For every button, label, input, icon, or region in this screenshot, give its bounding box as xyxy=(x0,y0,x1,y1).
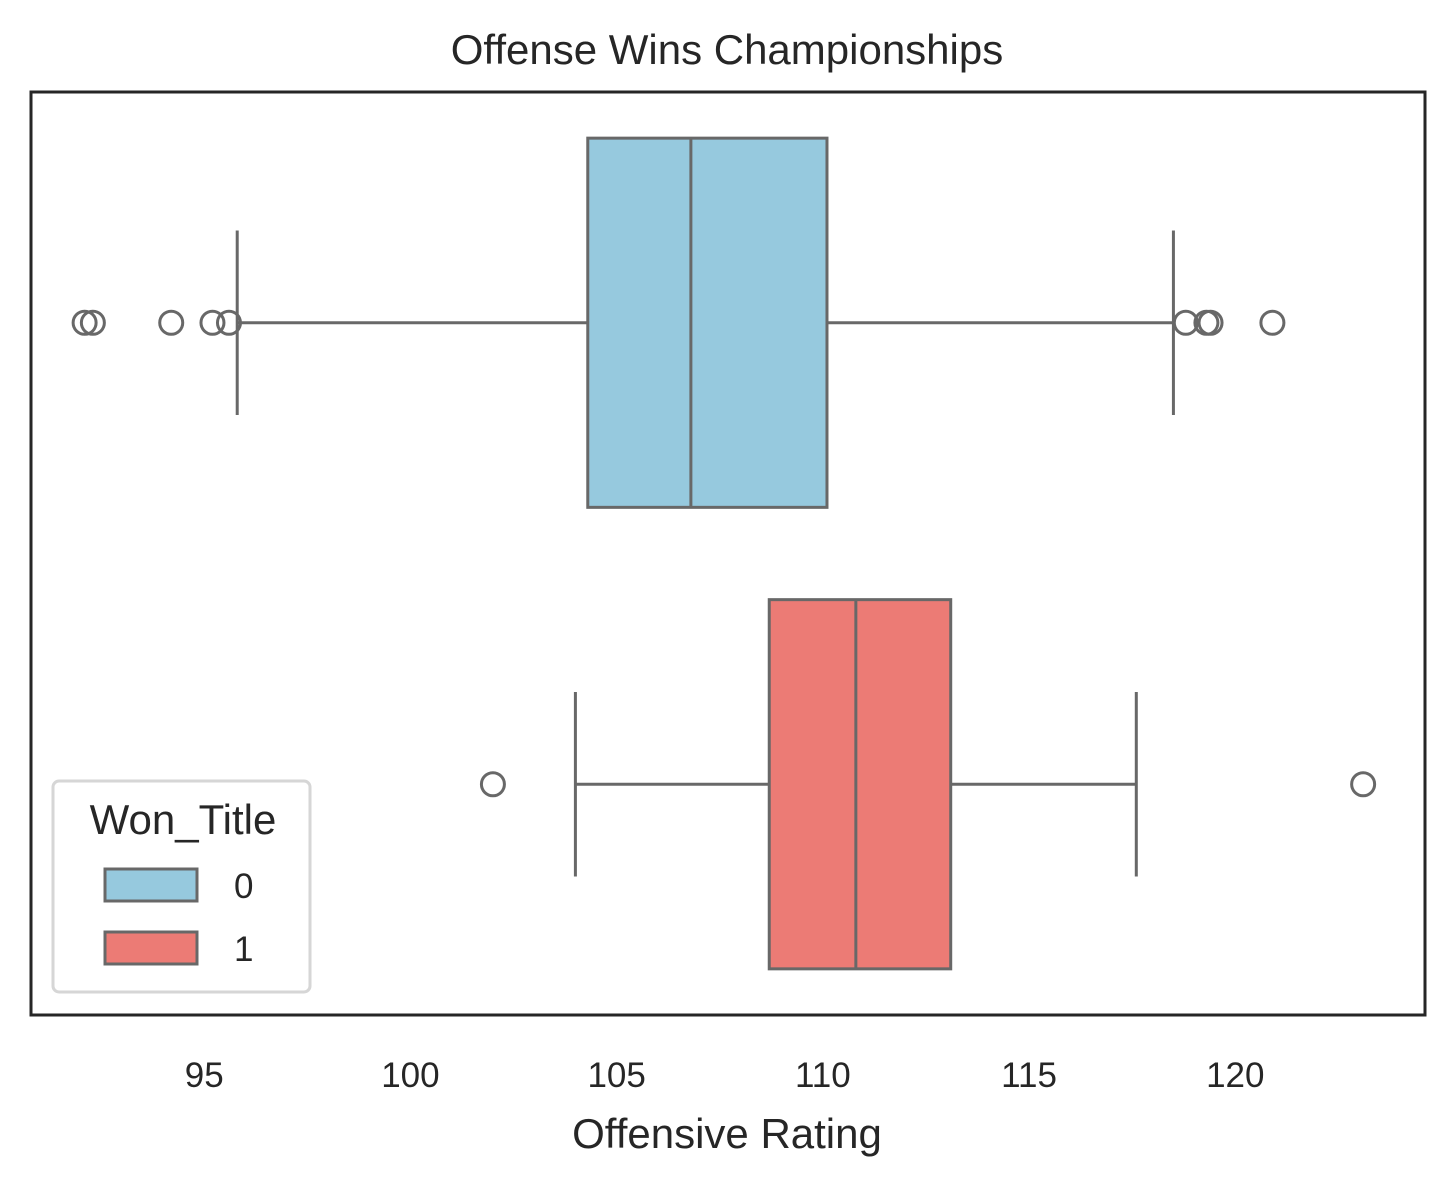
legend-swatch-0 xyxy=(103,867,199,903)
outlier-point xyxy=(479,771,506,798)
plot-area xyxy=(71,136,1377,971)
legend-label-0: 0 xyxy=(234,867,253,906)
legend-entry: 0 xyxy=(103,867,253,906)
legend-swatch-1 xyxy=(103,930,199,966)
legend: Won_Title 0 1 xyxy=(51,779,312,994)
x-tick-label: 100 xyxy=(381,1056,439,1095)
legend-label-1: 1 xyxy=(234,930,253,969)
chart-title: Offense Wins Championships xyxy=(451,26,1003,73)
outlier-point xyxy=(1350,771,1377,798)
outlier-point xyxy=(1259,309,1286,336)
outlier-point xyxy=(71,309,98,336)
outlier-point xyxy=(158,309,185,336)
x-tick-label: 105 xyxy=(587,1056,645,1095)
outlier-point xyxy=(215,309,242,336)
box-0 xyxy=(586,136,829,509)
legend-entry: 1 xyxy=(103,930,253,969)
outlier-point xyxy=(1172,309,1199,336)
outlier-point xyxy=(1197,309,1224,336)
plot-frame xyxy=(29,90,1427,1017)
x-axis-label: Offensive Rating xyxy=(572,1110,882,1157)
x-axis-ticks: 95 100 105 110 115 120 xyxy=(185,1056,1265,1095)
box-group-0 xyxy=(71,136,1286,509)
box-1 xyxy=(767,598,953,971)
legend-title: Won_Title xyxy=(90,796,277,843)
box-group-1 xyxy=(479,598,1377,971)
outlier-point xyxy=(199,309,226,336)
outlier-point xyxy=(79,309,106,336)
x-tick-label: 110 xyxy=(795,1056,851,1095)
x-tick-label: 95 xyxy=(185,1056,224,1095)
x-tick-label: 120 xyxy=(1206,1056,1264,1095)
x-tick-label: 115 xyxy=(1001,1056,1057,1095)
